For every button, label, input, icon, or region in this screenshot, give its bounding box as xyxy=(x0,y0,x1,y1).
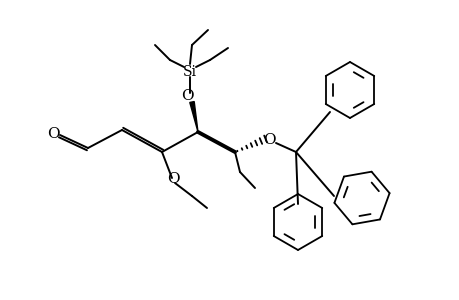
Polygon shape xyxy=(190,102,197,132)
Text: O: O xyxy=(46,127,59,141)
Text: O: O xyxy=(166,172,179,186)
Text: O: O xyxy=(180,89,193,103)
Text: O: O xyxy=(262,133,275,147)
Text: Si: Si xyxy=(183,65,196,79)
